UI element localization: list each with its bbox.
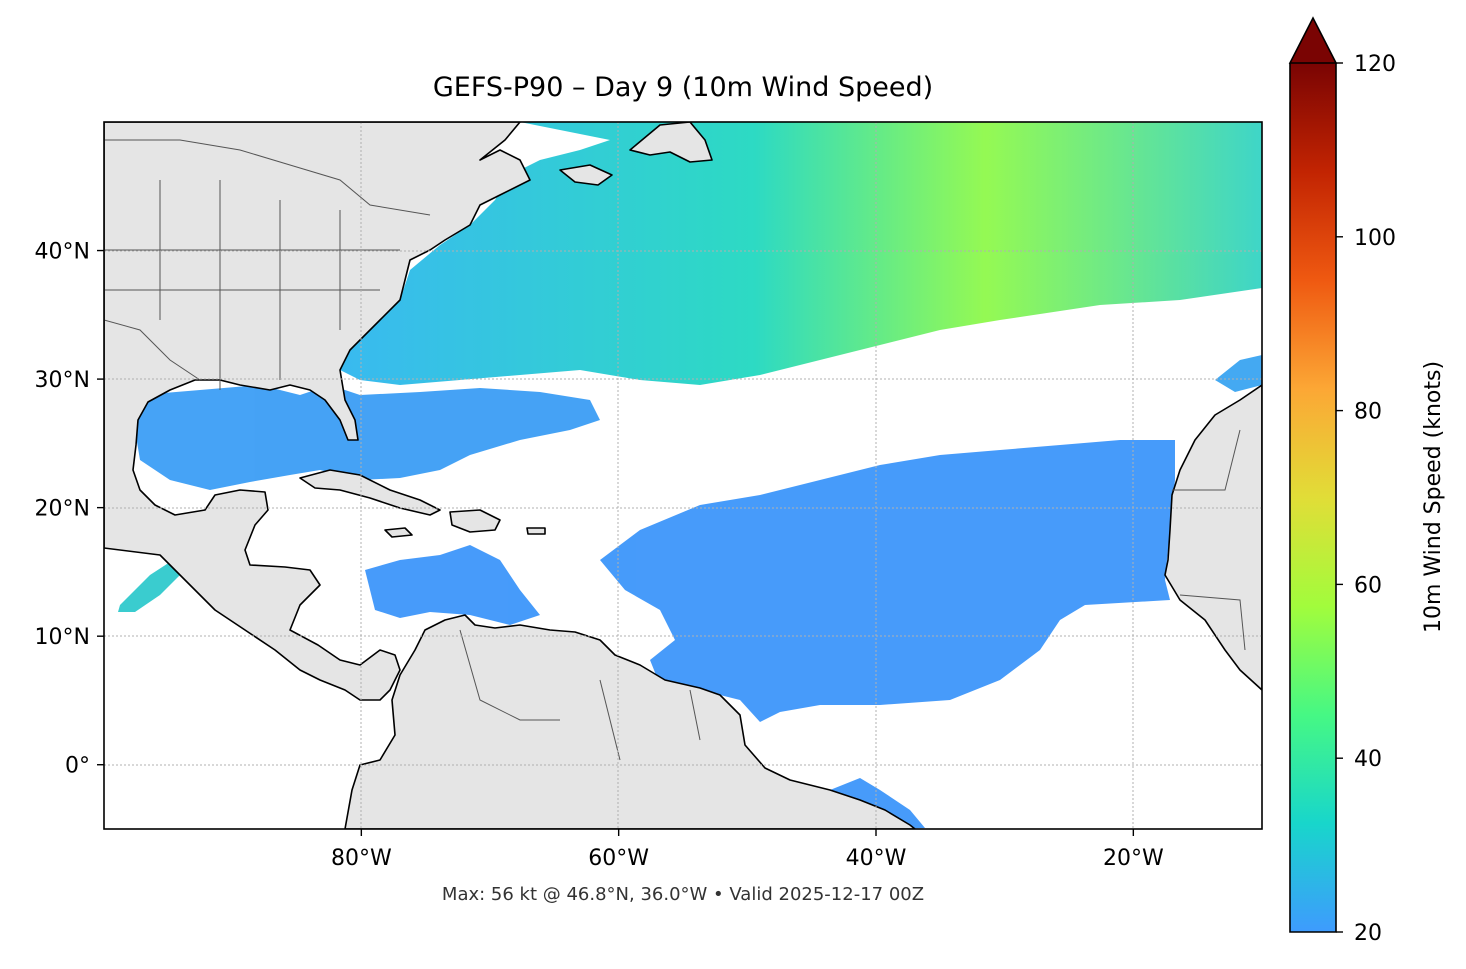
wind-field	[118, 122, 1262, 829]
africa	[1164, 384, 1262, 691]
colorbar-tick-label: 60	[1354, 573, 1382, 598]
jamaica	[384, 527, 413, 538]
political-borders	[104, 139, 1246, 761]
us-canada-border	[104, 139, 431, 216]
lon-tick-label: 80°W	[331, 846, 392, 871]
colorbar-tick-label: 20	[1354, 921, 1382, 946]
lat-tick-label: 10°N	[35, 625, 90, 650]
wind-region-tropical-atlantic	[600, 440, 1175, 722]
lon-tick-label: 40°W	[846, 846, 907, 871]
map-frame	[103, 121, 1263, 830]
colorbar-extend-arrow	[1288, 16, 1338, 64]
wind-region-east-pacific	[118, 562, 180, 612]
colorbar-frame	[1289, 63, 1337, 933]
colorbar-label: 10m Wind Speed (knots)	[1421, 361, 1446, 633]
cuba	[299, 469, 441, 516]
lat-tick-label: 20°N	[35, 497, 90, 522]
gridlines	[104, 122, 1262, 829]
land	[104, 122, 1262, 829]
map-footer: Max: 56 kt @ 46.8°N, 36.0°W • Valid 2025…	[441, 884, 925, 905]
us-mexico-border	[104, 319, 201, 381]
latitude-ticks: 40°N 30°N 20°N 10°N 0°	[35, 240, 104, 779]
colorbar-tick-label: 120	[1354, 52, 1396, 77]
colorbar-tick-label: 100	[1354, 226, 1396, 251]
newfoundland	[629, 122, 713, 163]
wind-region-caribbean	[365, 545, 540, 625]
north-america	[104, 122, 531, 701]
wind-region-canaries	[1215, 355, 1262, 392]
colorbar-bar	[1290, 63, 1336, 932]
lon-tick-label: 60°W	[588, 846, 649, 871]
puerto-rico	[526, 527, 546, 535]
colorbar: 20 40 60 80 100 120 10m Wind Speed (knots)	[1288, 16, 1446, 946]
africa-borders	[1172, 429, 1246, 651]
map-area	[104, 122, 1262, 829]
south-america-borders	[459, 629, 701, 761]
nova-scotia	[559, 164, 613, 186]
wind-region-north-atlantic	[340, 122, 1262, 385]
colorbar-tick-label: 40	[1354, 747, 1382, 772]
south-america	[344, 614, 916, 829]
lat-tick-label: 0°	[65, 754, 90, 779]
colorbar-ticks: 20 40 60 80 100 120	[1336, 52, 1396, 946]
wind-region-gulf-bahamas	[135, 385, 600, 490]
hispaniola	[449, 509, 501, 533]
lat-tick-label: 40°N	[35, 240, 90, 265]
lat-tick-label: 30°N	[35, 368, 90, 393]
map-title: GEFS-P90 – Day 9 (10m Wind Speed)	[432, 72, 934, 103]
lon-tick-label: 20°W	[1103, 846, 1164, 871]
wind-region-brazil	[830, 778, 925, 829]
colorbar-tick-label: 80	[1354, 400, 1382, 425]
state-lines	[104, 180, 400, 390]
longitude-ticks: 80°W 60°W 40°W 20°W	[331, 829, 1164, 871]
